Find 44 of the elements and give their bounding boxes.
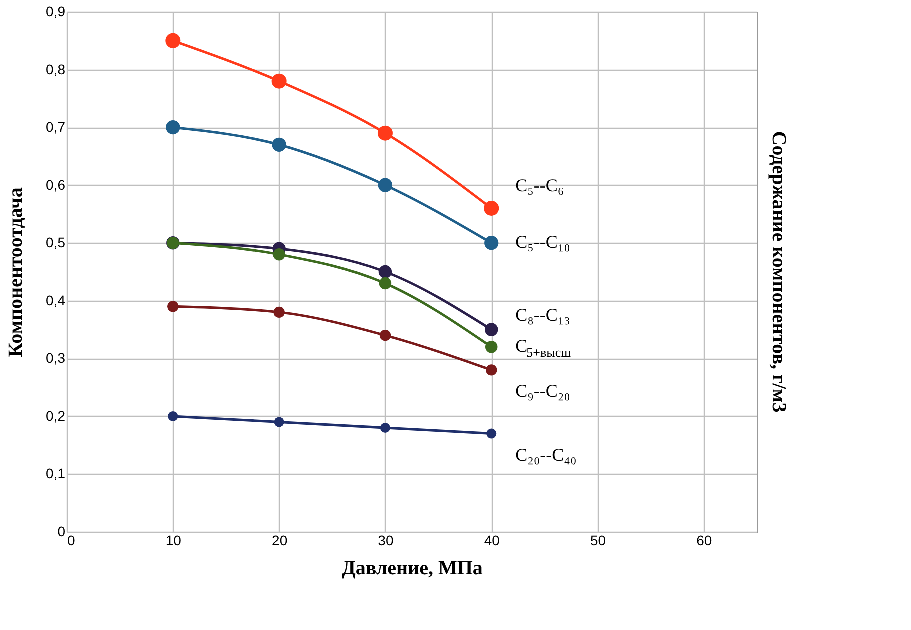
- point: [484, 236, 499, 250]
- point: [378, 126, 393, 141]
- series-label: C₅--C₆: [516, 175, 564, 196]
- point: [166, 120, 180, 135]
- point: [168, 411, 178, 422]
- x-axis-title: Давление, МПа: [342, 558, 483, 580]
- point: [486, 428, 497, 439]
- y-tick-label: 0,7: [46, 119, 66, 136]
- y-tick-label: 0,1: [46, 466, 66, 482]
- series-label: C₈--C₁₃: [516, 304, 570, 325]
- y2-axis-title: Содержание компонентов, г/м3: [768, 131, 790, 413]
- point: [486, 364, 498, 376]
- point: [380, 330, 392, 342]
- point: [274, 306, 285, 318]
- point: [378, 265, 392, 279]
- x-tick-label: 20: [272, 532, 288, 548]
- series-label: C₉--C₂₀: [516, 381, 570, 402]
- point: [273, 248, 286, 261]
- point: [379, 277, 392, 290]
- x-tick-label: 30: [378, 532, 394, 548]
- x-tick-label: 50: [590, 532, 606, 548]
- series-label: C₅--C₁₀: [516, 232, 570, 252]
- point: [274, 417, 284, 428]
- y-tick-label: 0,6: [46, 176, 66, 193]
- point: [378, 178, 393, 192]
- y-axis-title: Компонентоотдача: [5, 188, 28, 358]
- point: [485, 323, 498, 336]
- y-tick-label: 0,5: [46, 234, 66, 251]
- y-tick-label: 0,4: [46, 292, 66, 308]
- y-tick-label: 0,8: [46, 61, 66, 78]
- y-tick-label: 0,2: [46, 408, 66, 424]
- series-label: C₂₀--C₄₀: [516, 444, 577, 465]
- y-tick-label: 0,3: [46, 350, 66, 366]
- x-tick-label: 60: [696, 532, 712, 548]
- point: [380, 423, 390, 433]
- y-tick-label: 0,9: [46, 4, 66, 20]
- point: [484, 200, 500, 216]
- point: [166, 33, 181, 48]
- x-tick-label: 40: [484, 532, 500, 548]
- point: [168, 301, 179, 312]
- point: [272, 74, 287, 89]
- point: [485, 341, 498, 354]
- x-tick-label: 10: [166, 532, 182, 548]
- point: [272, 138, 286, 152]
